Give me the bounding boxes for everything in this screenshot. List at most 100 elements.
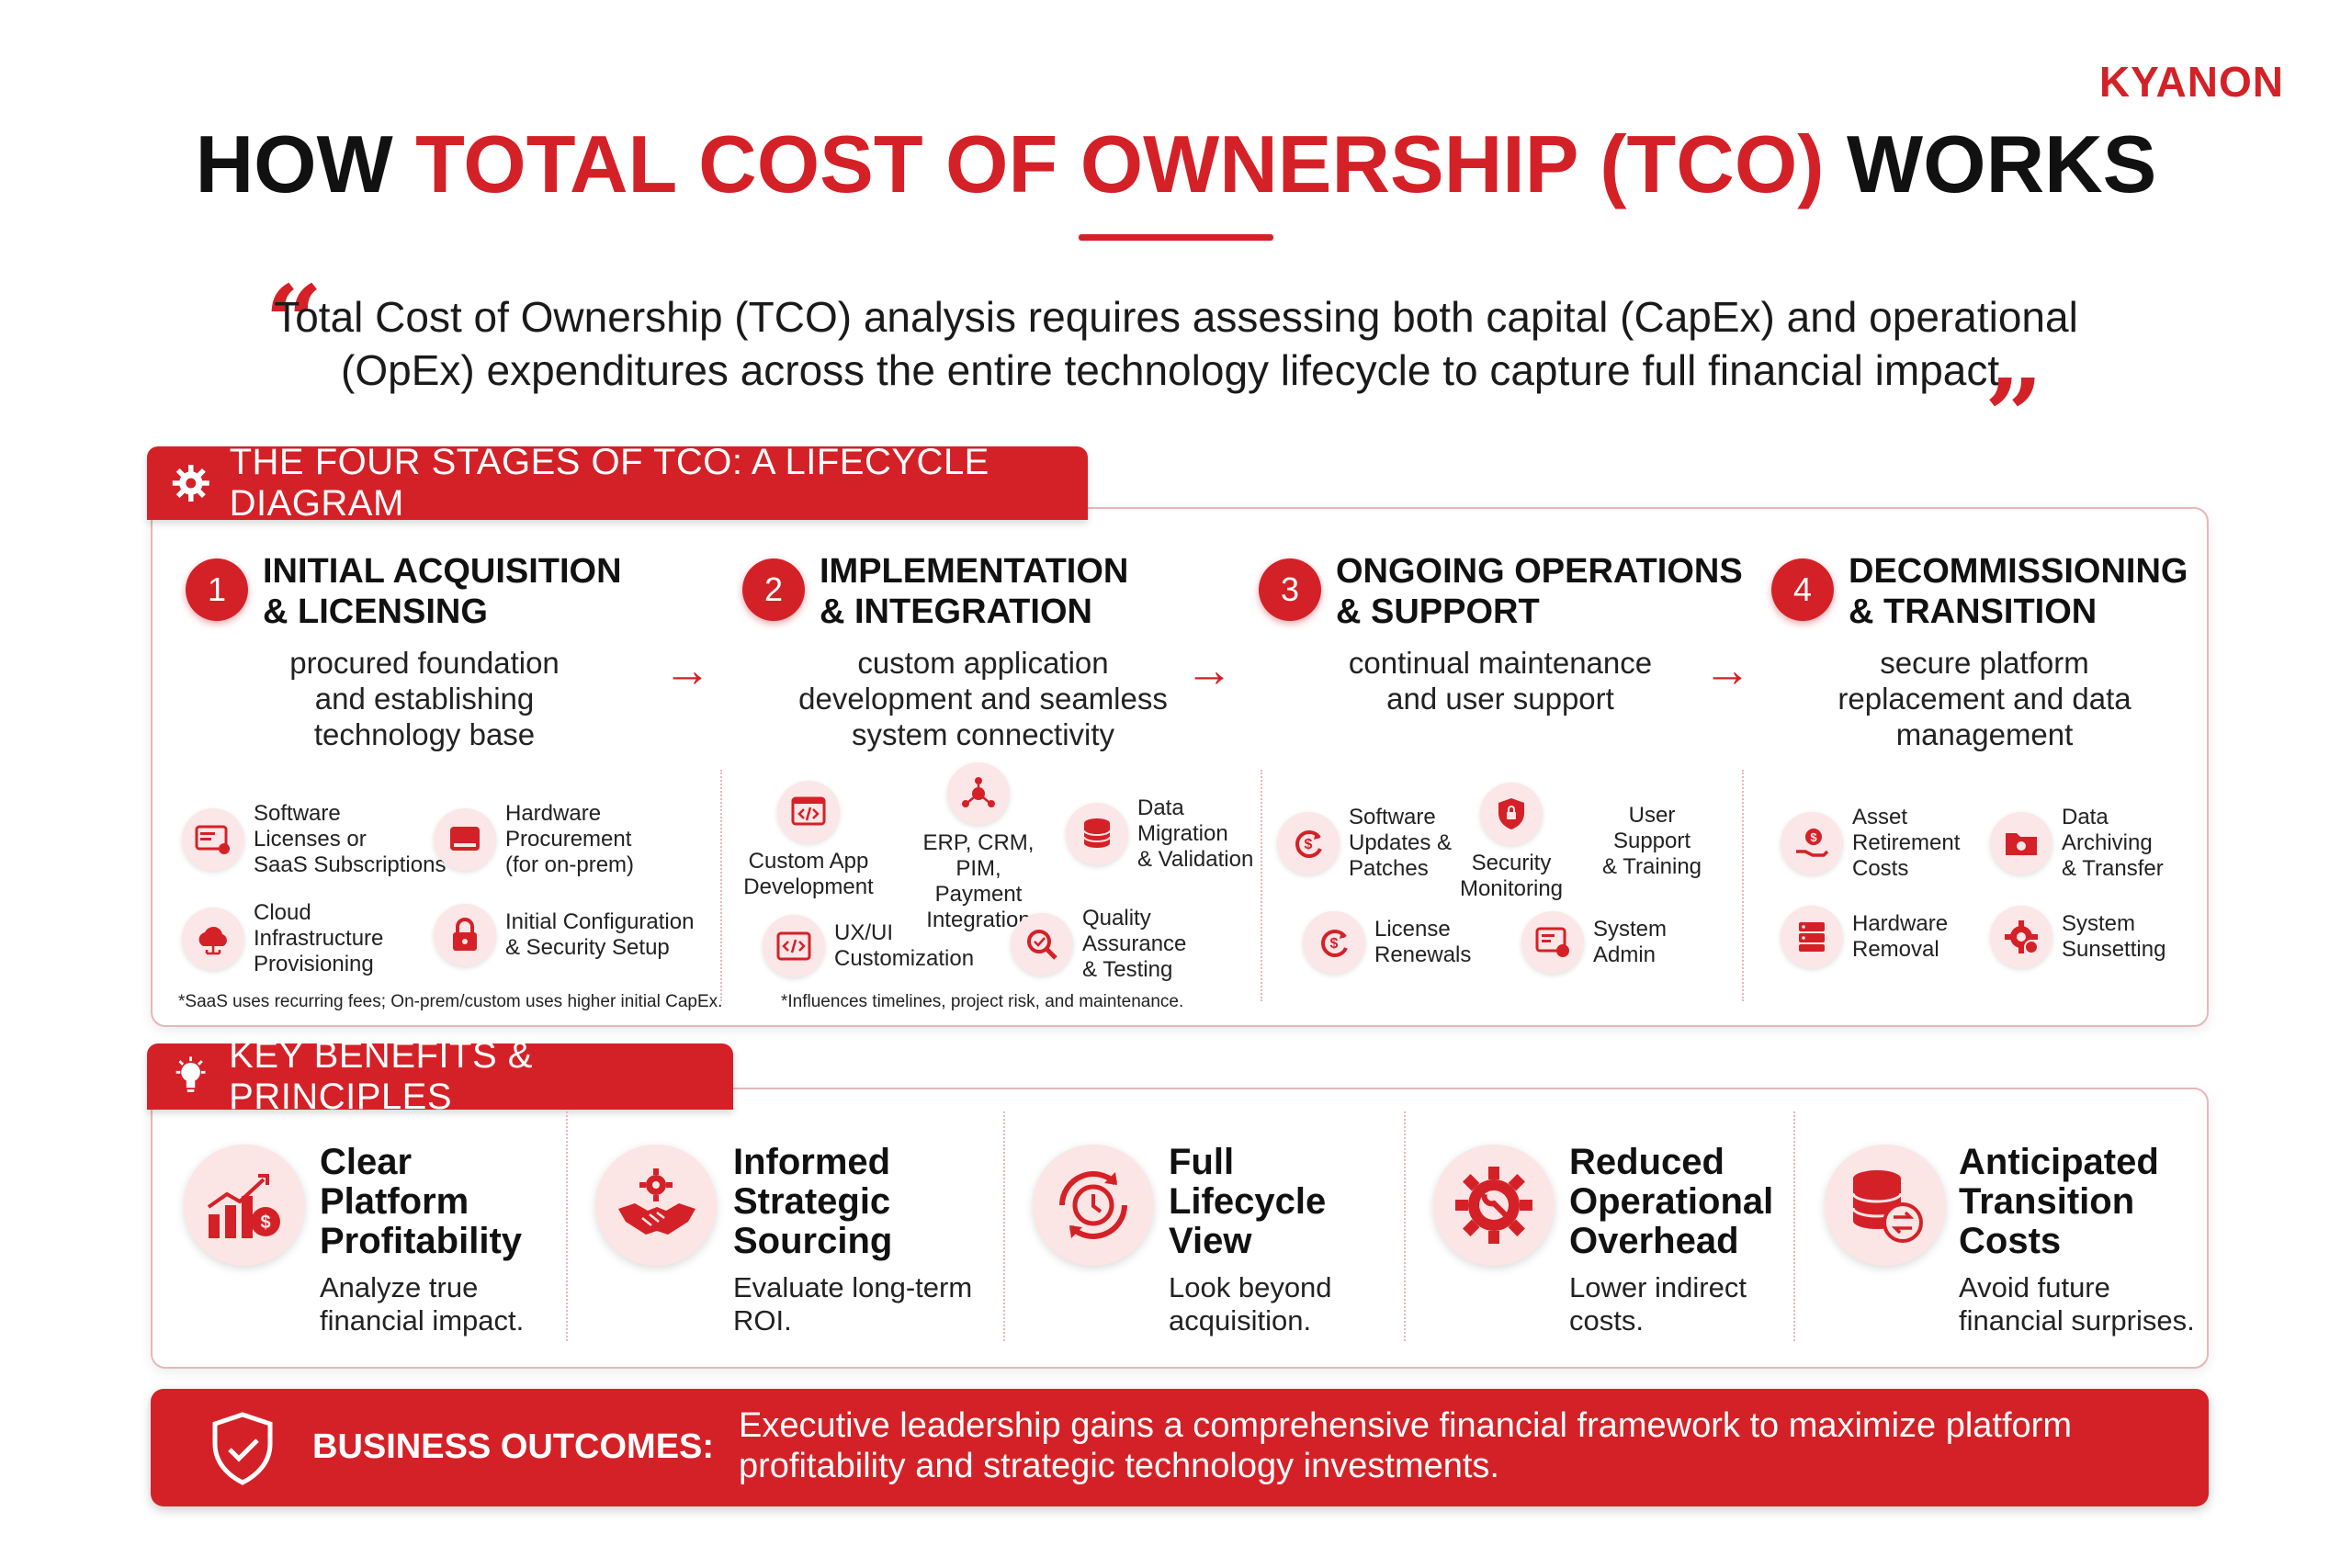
stage-1-item-label: Software Licenses or SaaS Subscriptions bbox=[254, 801, 447, 877]
stage-1-item-label: Hardware Procurement (for on-prem) bbox=[505, 801, 635, 877]
server-icon bbox=[1781, 906, 1843, 968]
handshake-gear-icon bbox=[595, 1145, 717, 1266]
stage-3-item-label: Security Monitoring bbox=[1459, 851, 1564, 901]
title-underline bbox=[1079, 234, 1273, 241]
code-icon bbox=[777, 781, 840, 843]
benefit-4-desc: Lower indirect costs. bbox=[1569, 1271, 1747, 1337]
outcomes-text: Executive leadership gains a comprehensi… bbox=[739, 1406, 2072, 1485]
stage-4-item: System Sunsetting bbox=[1990, 906, 2165, 968]
title-part1: HOW bbox=[195, 118, 416, 209]
stage-2-title: IMPLEMENTATION & INTEGRATION bbox=[820, 552, 1129, 631]
asset-hand-icon: $ bbox=[1781, 812, 1843, 874]
stage-3-item: System Admin bbox=[1521, 911, 1667, 974]
profit-chart-icon: $ bbox=[184, 1145, 305, 1266]
stage-3-item: Security Monitoring bbox=[1452, 783, 1571, 902]
lifecycle-clock-icon bbox=[1033, 1145, 1154, 1266]
stage-2-item: Custom App Development bbox=[743, 781, 874, 900]
business-outcomes-banner: BUSINESS OUTCOMES: Executive leadership … bbox=[151, 1389, 2209, 1506]
gear-x-icon bbox=[1990, 906, 2052, 968]
stage-2-item: Quality Assurance & Testing bbox=[1011, 906, 1186, 983]
benefit-5-desc: Avoid future financial surprises. bbox=[1959, 1271, 2195, 1337]
arrow-right-icon: → bbox=[1185, 644, 1233, 697]
stage-3-item: $ Software Updates & Patches bbox=[1277, 805, 1452, 882]
stage-divider bbox=[720, 770, 722, 1001]
stage-4-item-label: Hardware Removal bbox=[1852, 911, 1949, 962]
stage-1-item-label: Cloud Infrastructure Provisioning bbox=[254, 900, 384, 976]
benefits-tab: KEY BENEFITS & PRINCIPLES bbox=[147, 1035, 733, 1117]
svg-text:$: $ bbox=[260, 1213, 270, 1233]
stage-2-item: UX/UI Customization bbox=[763, 915, 974, 977]
stage-2-desc: custom application development and seaml… bbox=[798, 646, 1168, 751]
benefit-divider bbox=[1793, 1111, 1795, 1341]
benefit-3-title: Full Lifecycle View bbox=[1169, 1142, 1327, 1261]
stage-2-item-label: Data Migration & Validation bbox=[1137, 795, 1254, 872]
lock-icon bbox=[434, 904, 496, 966]
stage-2-item-label: Custom App Development bbox=[743, 849, 874, 899]
stage-1-note: *SaaS uses recurring fees; On-prem/custo… bbox=[178, 992, 723, 1011]
stage-4-item-label: System Sunsetting bbox=[2062, 911, 2166, 962]
stage-1-desc: procured foundation and establishing tec… bbox=[289, 646, 560, 751]
gear-icon bbox=[172, 465, 209, 502]
stage-3-item-label: License Renewals bbox=[1374, 917, 1472, 967]
stage-4-item-label: Asset Retirement Costs bbox=[1852, 805, 1961, 881]
lifecycle-heading: THE FOUR STAGES OF TCO: A LIFECYCLE DIAG… bbox=[229, 442, 989, 524]
stage-1-item: Software Licenses or SaaS Subscriptions bbox=[182, 801, 446, 878]
stage-2-item: Data Migration & Validation bbox=[1066, 795, 1253, 873]
stage-3-item-label: Software Updates & Patches bbox=[1349, 805, 1453, 881]
shield-check-icon bbox=[212, 1412, 273, 1485]
stage-3-title: ONGOING OPERATIONS & SUPPORT bbox=[1336, 552, 1743, 631]
stage-3-item: $ License Renewals bbox=[1303, 911, 1471, 974]
arrow-right-icon: → bbox=[1703, 644, 1751, 697]
stage-divider bbox=[1742, 770, 1744, 1001]
kyanon-logo: KYANON bbox=[2098, 58, 2284, 106]
stage-2-item: ERP, CRM, PIM, Payment Integration bbox=[910, 762, 1047, 933]
svg-text:$: $ bbox=[1330, 936, 1339, 952]
close-quote-icon: ” bbox=[1984, 356, 2043, 475]
stage-4-item: Hardware Removal bbox=[1781, 906, 1948, 968]
stage-1-item-label: Initial Configuration & Security Setup bbox=[505, 909, 695, 960]
benefit-1-title: Clear Platform Profitability bbox=[320, 1142, 523, 1261]
stage-3-desc: continual maintenance and user support bbox=[1348, 646, 1653, 716]
stage-2-note: *Influences timelines, project risk, and… bbox=[781, 992, 1184, 1011]
database-transfer-icon bbox=[1825, 1145, 1946, 1266]
benefit-3-desc: Look beyond acquisition. bbox=[1169, 1271, 1332, 1337]
intro-quote: Total Cost of Ownership (TCO) analysis r… bbox=[274, 293, 2078, 394]
stage-1-item: Hardware Procurement (for on-prem) bbox=[434, 801, 634, 878]
ui-icon bbox=[763, 915, 825, 977]
shield-icon bbox=[1480, 783, 1543, 845]
stage-3-item: User Support & Training bbox=[1597, 797, 1707, 880]
hardware-icon bbox=[434, 808, 496, 871]
title-highlight: TOTAL COST OF OWNERSHIP (TCO) bbox=[415, 118, 1825, 209]
stage-4-item: Data Archiving & Transfer bbox=[1990, 805, 2164, 882]
cloud-icon bbox=[182, 908, 244, 970]
stage-4-title: DECOMMISSIONING & TRANSITION bbox=[1849, 552, 2188, 631]
lightbulb-icon bbox=[175, 1056, 206, 1092]
benefit-2-desc: Evaluate long-term ROI. bbox=[733, 1271, 973, 1337]
benefit-5-title: Anticipated Transition Costs bbox=[1959, 1142, 2159, 1261]
benefit-2-title: Informed Strategic Sourcing bbox=[733, 1142, 893, 1261]
stage-2-item-label: UX/UI Customization bbox=[834, 920, 975, 971]
renewal-icon: $ bbox=[1303, 911, 1365, 974]
lifecycle-tab: THE FOUR STAGES OF TCO: A LIFECYCLE DIAG… bbox=[147, 442, 1088, 524]
database-icon bbox=[1066, 803, 1128, 865]
wrench-gear-icon bbox=[1433, 1145, 1555, 1266]
outcomes-label: BUSINESS OUTCOMES: bbox=[312, 1427, 715, 1466]
stage-2-item-label: Quality Assurance & Testing bbox=[1082, 906, 1187, 982]
folder-icon bbox=[1990, 812, 2052, 874]
magnifier-icon bbox=[1011, 913, 1073, 976]
stage-1-title: INITIAL ACQUISITION & LICENSING bbox=[263, 552, 622, 631]
stage-1-number: 1 bbox=[186, 558, 248, 621]
benefit-divider bbox=[1003, 1111, 1005, 1341]
stage-1-item: Initial Configuration & Security Setup bbox=[434, 904, 694, 966]
stage-2-item-label: ERP, CRM, PIM, Payment Integration bbox=[922, 830, 1035, 932]
benefit-divider bbox=[1404, 1111, 1406, 1341]
stage-divider bbox=[1261, 770, 1262, 1001]
benefits-heading: KEY BENEFITS & PRINCIPLES bbox=[229, 1035, 533, 1117]
refresh-dollar-icon: $ bbox=[1277, 812, 1340, 874]
stage-4-item: $ Asset Retirement Costs bbox=[1781, 805, 1960, 882]
license-icon bbox=[182, 808, 244, 871]
open-quote-icon: “ bbox=[265, 263, 323, 381]
svg-text:$: $ bbox=[1305, 837, 1313, 852]
stage-3-item-label: System Admin bbox=[1593, 917, 1668, 967]
stage-3-number: 3 bbox=[1259, 558, 1321, 621]
